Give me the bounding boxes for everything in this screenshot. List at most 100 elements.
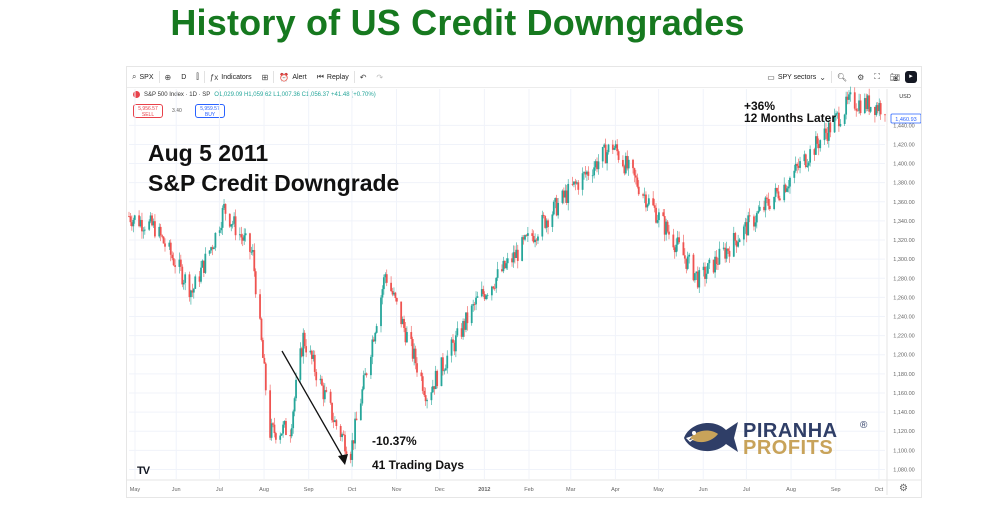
quick-search-button[interactable]: 🔍︎ xyxy=(832,73,852,82)
toolbar-divider xyxy=(203,71,205,83)
candle-body xyxy=(604,144,607,164)
candle-body xyxy=(342,434,345,435)
redo-button[interactable]: ↷ xyxy=(371,73,388,82)
candle-body xyxy=(174,265,176,267)
candle-body xyxy=(633,168,636,176)
symbol-search-button[interactable]: ⌕ SPX xyxy=(127,72,159,82)
indicators-button[interactable]: ƒx Indicators xyxy=(205,73,257,82)
candle-body xyxy=(655,207,657,223)
x-tick-label: Sep xyxy=(831,487,841,493)
compare-button[interactable]: ⊕ xyxy=(160,73,177,82)
fullscreen-button[interactable]: ⛶ xyxy=(869,72,885,82)
candle-body xyxy=(393,292,395,295)
indicators-icon: ƒx xyxy=(209,72,219,82)
candle-body xyxy=(617,151,620,160)
trend-arrow-head xyxy=(338,454,348,465)
candle-body xyxy=(416,363,418,373)
candle-body xyxy=(575,182,578,184)
candle-body xyxy=(352,440,355,444)
candle-body xyxy=(554,198,557,202)
candle-body xyxy=(586,171,588,175)
candle-body xyxy=(411,339,414,359)
candle-body xyxy=(420,372,423,377)
candle-body xyxy=(315,371,318,381)
candle-body xyxy=(440,357,443,387)
replay-button[interactable]: ⏮ Replay xyxy=(312,72,354,82)
candle-body xyxy=(263,357,266,364)
alarm-icon: ⏰ xyxy=(279,72,290,82)
settings-button[interactable]: ⚙ xyxy=(852,73,869,82)
candle-body xyxy=(567,183,570,203)
candle-body xyxy=(627,159,630,169)
candle-body xyxy=(784,184,787,192)
candle-body xyxy=(819,140,822,149)
watchlist-button[interactable]: ▭ SPY sectors ⌄ xyxy=(762,73,831,82)
undo-button[interactable]: ↶ xyxy=(355,73,372,82)
publish-button[interactable]: ▸ xyxy=(905,71,917,83)
toolbar-divider xyxy=(273,71,275,83)
candle-body xyxy=(334,420,336,422)
candle-body xyxy=(607,144,610,153)
candle-body xyxy=(551,214,554,227)
candle-body xyxy=(188,274,191,298)
candle-body xyxy=(319,378,322,381)
candle-body xyxy=(302,332,305,357)
event-date-annotation: Aug 5 2011 xyxy=(148,140,269,166)
candle-body xyxy=(351,440,354,460)
candle-body xyxy=(292,411,295,429)
buy-button[interactable]: 5,959.57 BUY xyxy=(195,104,225,118)
candle-body xyxy=(192,288,195,293)
candle-body xyxy=(506,258,509,264)
candle-body xyxy=(228,213,231,227)
candle-body xyxy=(545,220,548,228)
watchlist-label: SPY sectors xyxy=(777,73,817,81)
candle-body xyxy=(611,144,614,150)
y-tick-label: 1,180.00 xyxy=(893,372,914,378)
candle-body xyxy=(450,339,453,356)
candle-body xyxy=(692,254,695,281)
candle-body xyxy=(853,92,856,109)
candle-body xyxy=(541,214,544,237)
candle-body xyxy=(430,392,433,401)
candle-body xyxy=(241,237,244,241)
sell-button[interactable]: 5,956.57 SELL xyxy=(133,104,163,118)
brand-name-line1: PIRANHA xyxy=(743,420,838,442)
candle-body xyxy=(735,240,738,247)
candle-body xyxy=(214,232,217,248)
candle-body xyxy=(702,266,705,271)
candle-body xyxy=(169,242,172,255)
snapshot-button[interactable]: 📷︎ xyxy=(885,73,905,82)
price-chart[interactable]: 1,080.00 1,100.00 1,120.00 1,140.00 1,160.00… xyxy=(127,67,921,497)
candle-body xyxy=(493,288,496,290)
candle-body xyxy=(623,166,626,174)
candle-body xyxy=(858,100,860,111)
y-tick-label: 1,160.00 xyxy=(893,391,914,397)
candle-body xyxy=(501,269,503,272)
candle-body xyxy=(573,181,575,185)
candle-body xyxy=(647,198,650,205)
layouts-button[interactable]: ⊞ xyxy=(257,73,274,82)
candle-body xyxy=(179,259,182,267)
candle-body xyxy=(738,239,741,243)
chart-type-button[interactable]: ⫿ xyxy=(191,72,204,82)
chevron-down-icon: ⌄ xyxy=(819,72,826,82)
candle-body xyxy=(332,420,335,422)
x-tick-label: Jun xyxy=(172,487,181,493)
candle-body xyxy=(472,304,475,306)
candle-body xyxy=(152,221,155,226)
axis-settings-icon[interactable]: ⚙ xyxy=(899,483,908,494)
candle-body xyxy=(325,390,328,392)
interval-button[interactable]: D xyxy=(176,74,191,81)
candle-body xyxy=(796,163,799,166)
grid-icon: ⊞ xyxy=(261,72,269,82)
alert-button[interactable]: ⏰ Alert xyxy=(274,73,311,82)
candle-body xyxy=(704,266,706,279)
candle-body xyxy=(855,108,858,111)
candle-body xyxy=(758,206,761,211)
x-tick-label: Dec xyxy=(435,487,445,493)
chart-panel: ⌕ SPX ⊕ D ⫿ ƒx Indicators ⊞ ⏰ Alert ⏮ Re… xyxy=(126,66,922,498)
candle-body xyxy=(201,260,204,268)
candle-body xyxy=(809,149,812,163)
candle-body xyxy=(490,286,493,296)
candle-body xyxy=(384,274,387,278)
